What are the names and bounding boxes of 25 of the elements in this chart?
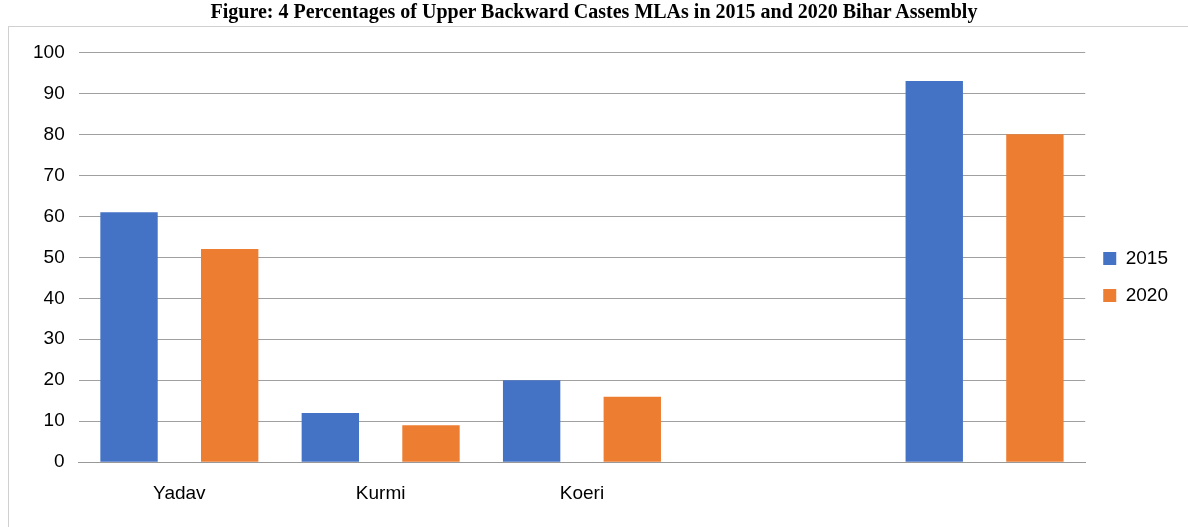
y-tick-label: 30 [43,327,65,349]
bar [301,413,360,462]
bar [603,396,661,462]
bar [100,212,158,462]
legend-label: 2020 [1125,283,1169,305]
x-tick-label: Koeri [559,481,605,503]
y-tick-label: 0 [54,450,65,472]
y-tick-label: 80 [43,122,65,144]
y-tick-label: 20 [43,368,65,390]
x-tick-label: Kurmi [355,481,406,503]
y-tick-label: 100 [33,40,65,62]
chart-title: Figure: 4 Percentages of Upper Backward Castes MLAs in 2015 and 2020 Bihar Assembly [209,0,979,23]
bar [905,81,963,462]
y-tick-label: 60 [43,204,65,226]
y-tick-label: 40 [43,286,65,308]
bar [502,380,561,462]
bar [402,425,460,462]
bar [1006,134,1064,462]
y-tick-label: 50 [43,245,65,267]
y-tick-label: 70 [43,163,65,185]
y-tick-label: 10 [43,409,65,431]
y-tick-label: 90 [43,81,65,103]
bar [200,249,259,462]
legend-label: 2015 [1125,246,1169,268]
x-tick-label: Yadav [153,481,207,503]
